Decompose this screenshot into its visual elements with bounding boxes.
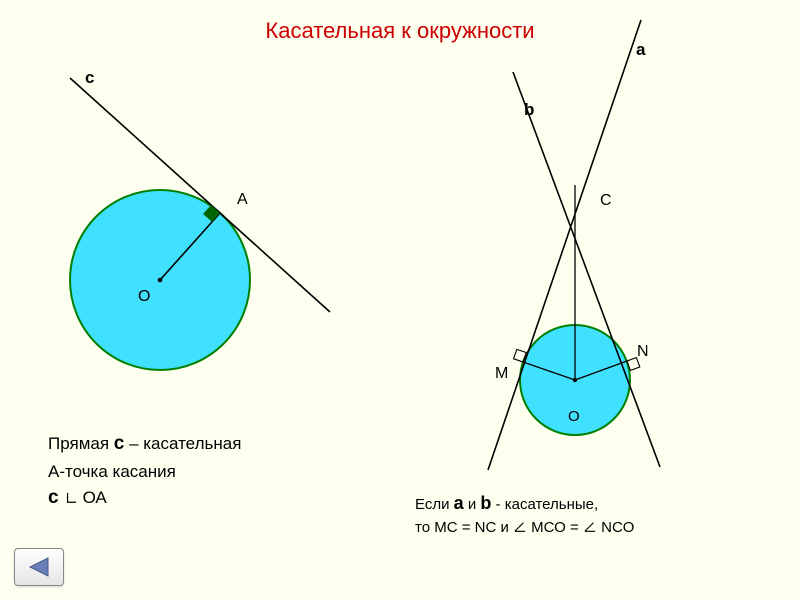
label-C: С	[600, 192, 612, 210]
label-M: М	[495, 365, 508, 383]
left-caption-line2: А-точка касания	[48, 459, 241, 485]
right-diagram	[420, 0, 800, 480]
label-A: А	[237, 191, 248, 209]
label-a: а	[636, 40, 645, 60]
label-N: N	[637, 343, 649, 361]
perp-symbol-icon	[64, 492, 78, 504]
angle-icon	[513, 521, 527, 533]
label-O-left: О	[138, 288, 150, 306]
right-caption-line1: Если а и b - касательные,	[415, 490, 634, 517]
label-c: с	[85, 68, 94, 88]
angle-icon	[583, 521, 597, 533]
left-caption-line1: Прямая с – касательная	[48, 430, 241, 459]
left-caption: Прямая с – касательная А-точка касания с…	[48, 430, 241, 513]
right-caption-line2: то МС = NC и МСО = NCО	[415, 517, 634, 540]
triangle-left-icon	[28, 557, 50, 577]
left-diagram	[0, 50, 360, 470]
canvas: Касательная к окружности с А О а b С М N…	[0, 0, 800, 600]
label-b: b	[524, 100, 534, 120]
label-O-right: О	[568, 408, 580, 425]
back-button[interactable]	[14, 548, 64, 586]
left-caption-line3: с ОА	[48, 484, 241, 513]
right-caption: Если а и b - касательные, то МС = NC и М…	[415, 490, 634, 540]
